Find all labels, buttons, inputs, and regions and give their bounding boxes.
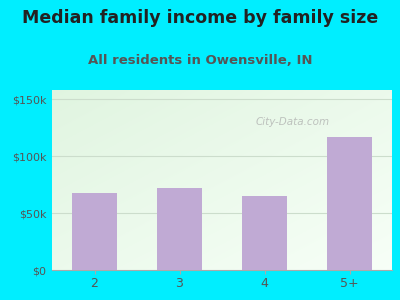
- Text: All residents in Owensville, IN: All residents in Owensville, IN: [88, 54, 312, 67]
- Bar: [158, 188, 202, 270]
- Bar: [242, 196, 286, 270]
- Bar: [327, 137, 372, 270]
- Text: Median family income by family size: Median family income by family size: [22, 9, 378, 27]
- Text: City-Data.com: City-Data.com: [256, 117, 330, 128]
- Bar: [72, 193, 117, 270]
